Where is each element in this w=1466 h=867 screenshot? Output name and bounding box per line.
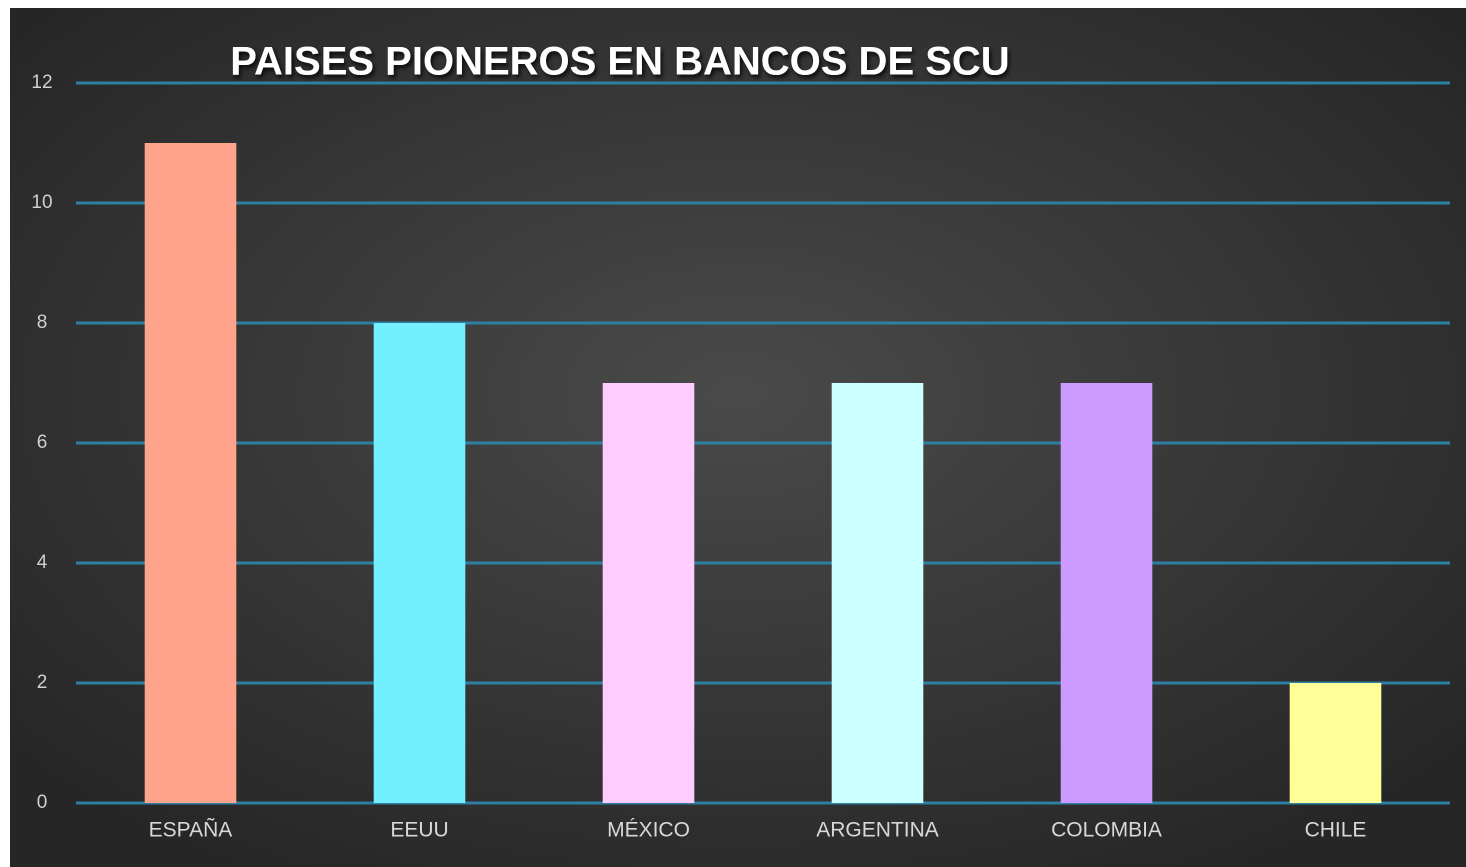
bar <box>1289 683 1382 803</box>
x-tick-label: ESPAÑA <box>149 818 233 842</box>
y-tick-label: 10 <box>31 192 52 213</box>
bars: ESPAÑA EEUU MÉXICO ARGENTINA COLOMBIA CHILE <box>144 143 1382 842</box>
grid: 0 2 4 6 8 10 12 <box>31 72 1450 813</box>
x-tick-label: ARGENTINA <box>816 819 939 842</box>
y-tick-label: 4 <box>37 552 48 573</box>
bar <box>1060 383 1153 803</box>
y-tick-label: 12 <box>31 72 52 93</box>
x-tick-label: CHILE <box>1305 819 1367 842</box>
y-tick-label: 2 <box>37 672 48 693</box>
x-tick-label: EEUU <box>390 819 448 842</box>
bar <box>373 323 466 803</box>
y-tick-label: 6 <box>37 432 48 453</box>
bar <box>602 383 695 803</box>
chart-title: PAISES PIONEROS EN BANCOS DE SCU <box>230 40 1009 84</box>
background <box>10 8 1466 867</box>
y-tick-label: 0 <box>37 792 48 813</box>
x-tick-label: MÉXICO <box>607 819 690 842</box>
y-tick-label: 8 <box>37 312 48 333</box>
bar <box>831 383 924 803</box>
bar <box>144 143 237 803</box>
x-tick-label: COLOMBIA <box>1051 819 1162 842</box>
